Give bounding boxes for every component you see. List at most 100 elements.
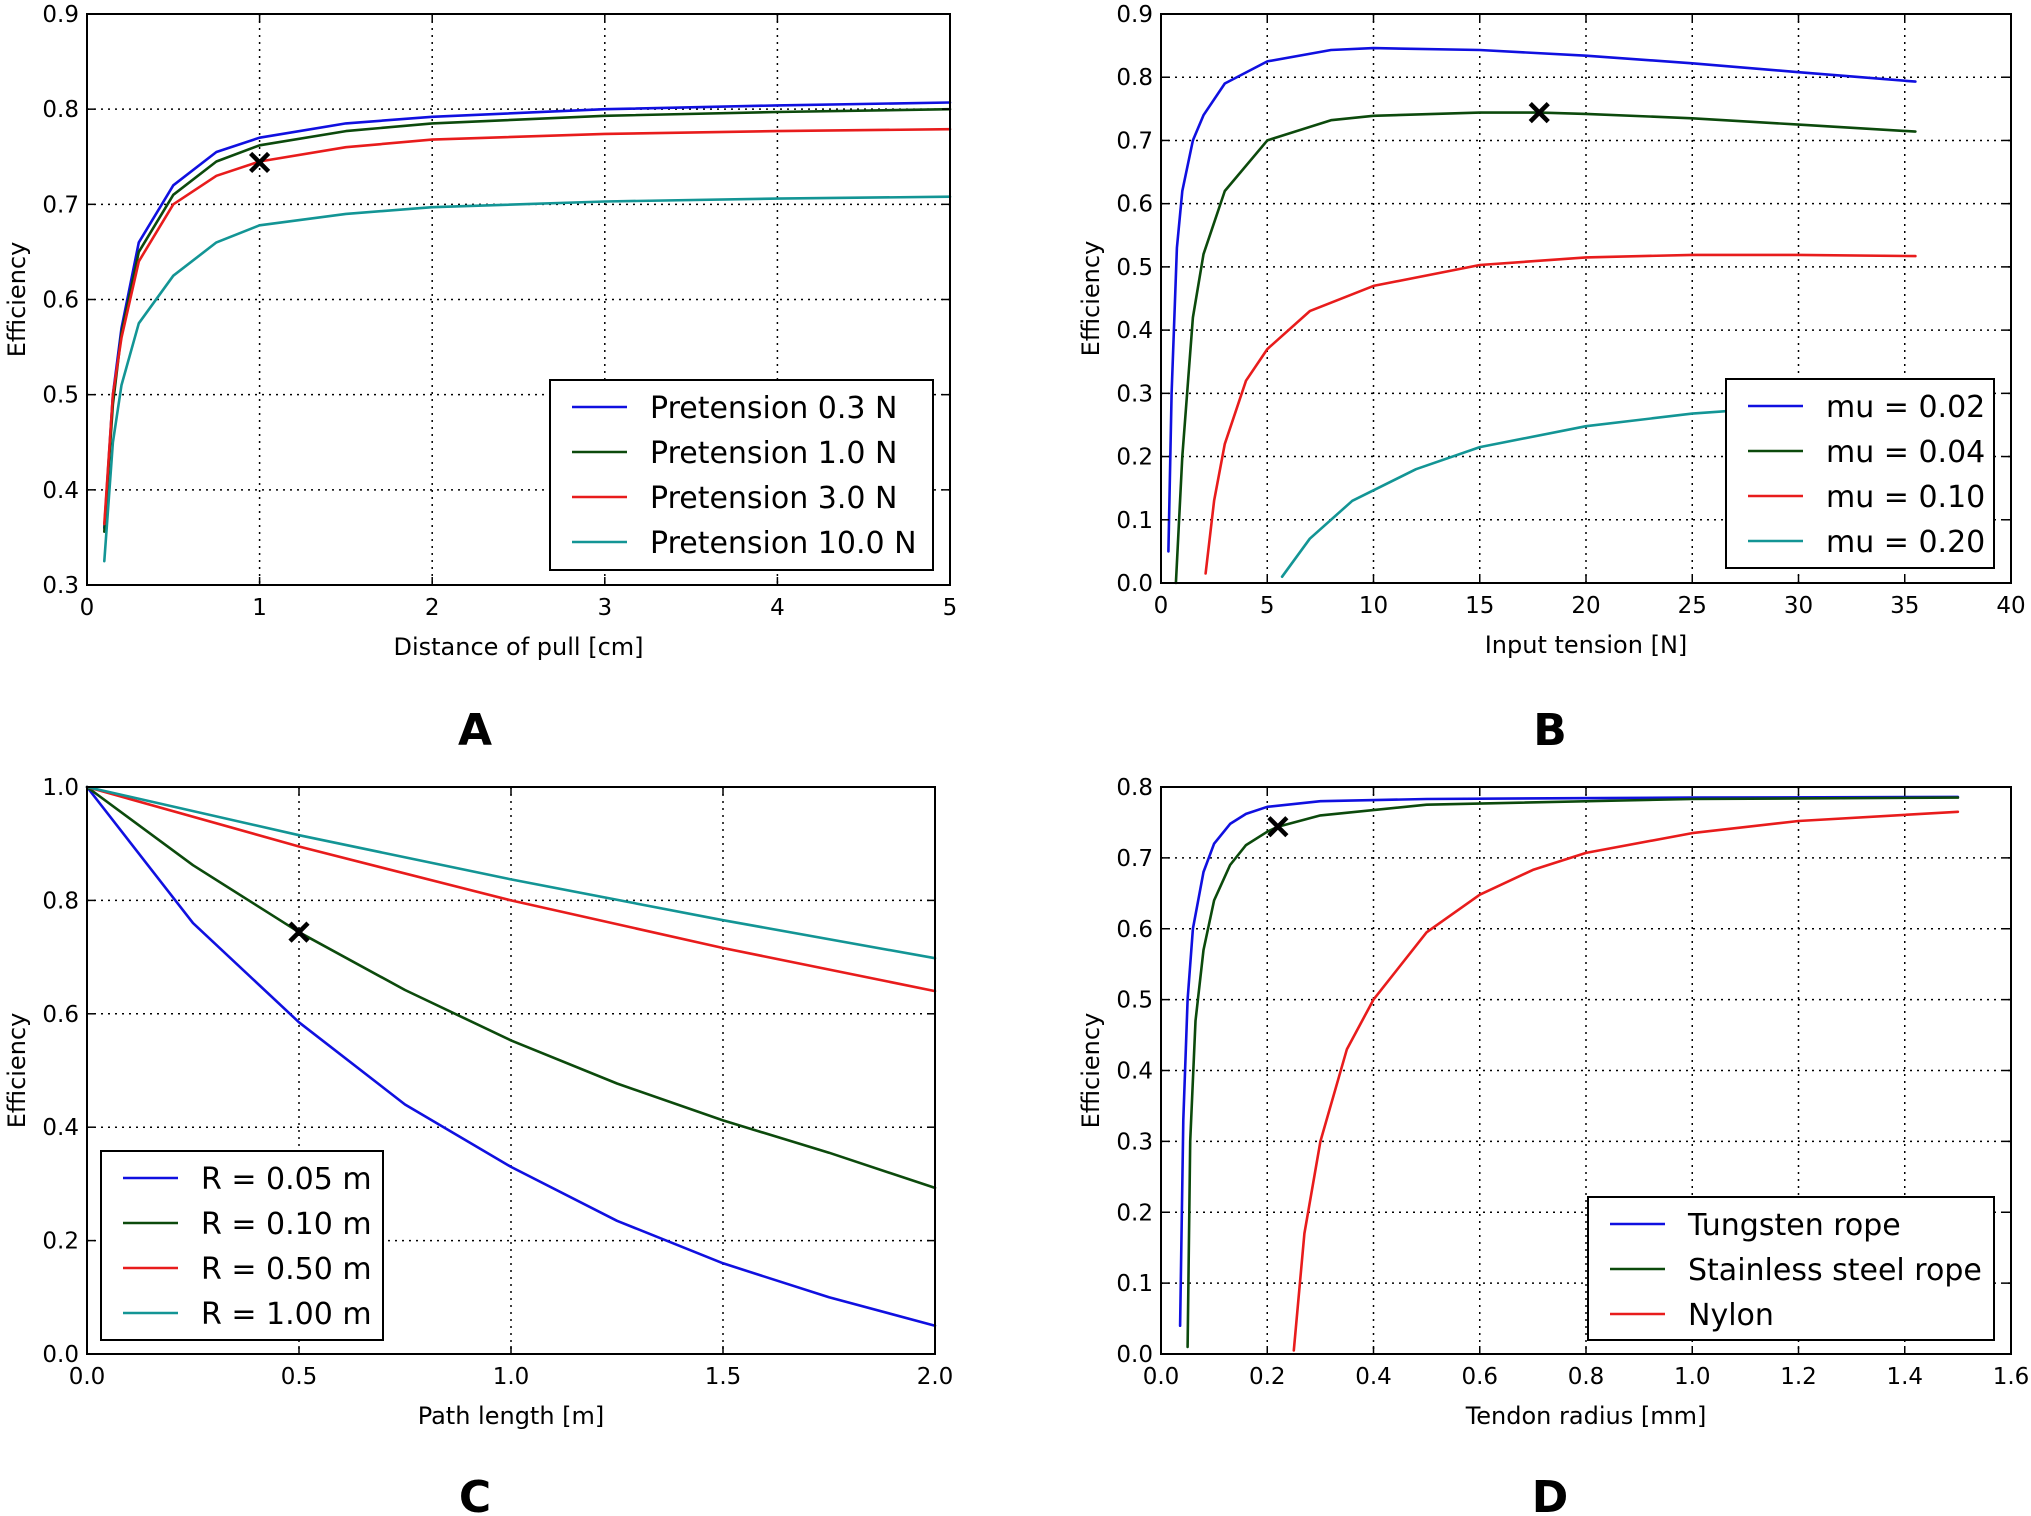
legend-entry: R = 0.05 m [201,1162,372,1197]
series-line-3 [103,127,952,526]
y-tick-label: 0.3 [1116,381,1153,407]
y-axis-label: Efficiency [1077,241,1105,357]
x-tick-label: 0.2 [1249,1364,1286,1390]
y-tick-label: 0.6 [42,1002,79,1028]
series-line-3 [1292,810,1960,1352]
chart-panel-c: 0.0 0.5 1.0 1.5 2.0 0.0 0.2 0.4 0.6 0.8 1.0 Path le… [3,775,953,1516]
series-line-1 [1167,46,1917,553]
series-line-3 [1204,253,1917,575]
y-tick-label: 0.1 [1116,1271,1153,1297]
legend-box [549,379,934,571]
panel-letter: C [459,1472,491,1516]
y-tick-label: 0.4 [1116,1059,1153,1085]
series-line-2 [85,785,937,1190]
y-tick-label: 0.5 [1116,255,1153,281]
legend-entry: R = 0.10 m [201,1207,372,1242]
x-tick-label: 2.0 [917,1364,954,1390]
legend-box [1725,378,1995,569]
y-tick-label: 0.6 [1116,917,1153,943]
y-tick-label: 0.4 [42,478,79,504]
y-tick-label: 0.8 [1116,65,1153,91]
x-tick-label: 2 [425,595,440,621]
series-line-4 [103,195,952,563]
x-tick-label: 30 [1784,593,1813,619]
x-tick-label: 0.0 [69,1364,106,1390]
y-tick-label: 0.5 [1116,988,1153,1014]
y-tick-label: 0.2 [42,1229,79,1255]
x-axis-label: Input tension [N] [1485,631,1688,659]
legend-entry: mu = 0.02 [1826,390,1985,425]
x-tick-label: 0.4 [1355,1364,1392,1390]
y-tick-label: 0.0 [1116,1342,1153,1368]
x-tick-label: 0.8 [1568,1364,1605,1390]
legend-entry: Pretension 10.0 N [650,526,917,561]
x-tick-label: 35 [1890,593,1919,619]
x-tick-label: 1.6 [1993,1364,2030,1390]
y-tick-label: 0.6 [1116,192,1153,218]
legend: Tungsten rope Stainless steel rope Nylon [1587,1196,1995,1341]
legend-entry: mu = 0.10 [1826,480,1985,515]
y-tick-label: 1.0 [42,775,79,801]
series-line-1 [1178,795,1960,1327]
y-axis-label: Efficiency [3,1013,31,1129]
x-tick-label: 5 [1260,593,1275,619]
x-tick-label: 0 [1154,593,1169,619]
x-tick-label: 25 [1678,593,1707,619]
y-tick-label: 0.8 [42,888,79,914]
x-tick-label: 0.5 [281,1364,318,1390]
legend-entry: Stainless steel rope [1688,1253,1982,1288]
x-marker [1528,102,1550,124]
y-tick-label: 0.5 [42,383,79,409]
y-tick-label: 0.0 [1116,571,1153,597]
y-tick-label: 0.1 [1116,508,1153,534]
x-tick-label: 0.6 [1461,1364,1498,1390]
chart-panel-b: 0 5 10 15 20 25 30 35 40 0.0 0.1 0.2 0.3 0.4 0.5 0.6 0.7… [1077,2,2026,756]
series-line-2 [1186,796,1960,1349]
y-tick-label: 0.7 [1116,128,1153,154]
y-tick-label: 0.6 [42,288,79,314]
legend: mu = 0.02 mu = 0.04 mu = 0.10 mu = 0.20 [1725,378,1995,569]
y-tick-label: 0.7 [1116,846,1153,872]
series-line-1 [85,785,937,1327]
series-line-3 [85,785,937,993]
legend-entry: R = 0.50 m [201,1252,372,1287]
y-tick-label: 0.2 [1116,1200,1153,1226]
y-tick-label: 0.4 [1116,318,1153,344]
legend: R = 0.05 m R = 0.10 m R = 0.50 m R = 1.00 m [100,1150,384,1341]
x-marker [249,151,271,174]
y-tick-label: 0.8 [1116,775,1153,801]
series-line-4 [85,785,937,960]
y-tick-label: 0.3 [1116,1129,1153,1155]
y-tick-label: 0.4 [42,1115,79,1141]
y-tick-label: 0.8 [42,97,79,123]
x-axis-label: Tendon radius [mm] [1465,1402,1707,1430]
x-tick-label: 3 [597,595,612,621]
x-marker [288,921,310,943]
y-axis-label: Efficiency [1077,1013,1105,1129]
y-tick-label: 0.0 [42,1342,79,1368]
series-line-2 [1174,111,1917,585]
legend-entry: Pretension 3.0 N [650,481,898,516]
x-marker [1267,816,1289,838]
legend-entry: R = 1.00 m [201,1297,372,1332]
x-tick-label: 1.5 [705,1364,742,1390]
y-tick-label: 0.3 [42,573,79,599]
legend-entry: Nylon [1688,1298,1774,1333]
legend-entry: mu = 0.04 [1826,435,1985,470]
chart-panel-d: 0.0 0.2 0.4 0.6 0.8 1.0 1.2 1.4 1.6 0.0 0.1 0.2 0.3 0… [1077,775,2029,1516]
legend-entry: Pretension 0.3 N [650,391,898,426]
x-tick-label: 0 [80,595,95,621]
x-tick-label: 5 [943,595,958,621]
legend-entry: mu = 0.20 [1826,525,1985,560]
x-tick-label: 15 [1465,593,1494,619]
panel-letter: B [1533,705,1567,756]
x-tick-label: 1.0 [493,1364,530,1390]
panel-letter: D [1532,1472,1569,1516]
x-tick-label: 1.2 [1780,1364,1817,1390]
x-tick-label: 10 [1359,593,1388,619]
x-tick-label: 1.4 [1886,1364,1923,1390]
x-tick-label: 40 [1996,593,2025,619]
x-tick-label: 1.0 [1674,1364,1711,1390]
legend: Pretension 0.3 N Pretension 1.0 N Pretensi… [549,379,934,571]
y-tick-label: 0.2 [1116,445,1153,471]
